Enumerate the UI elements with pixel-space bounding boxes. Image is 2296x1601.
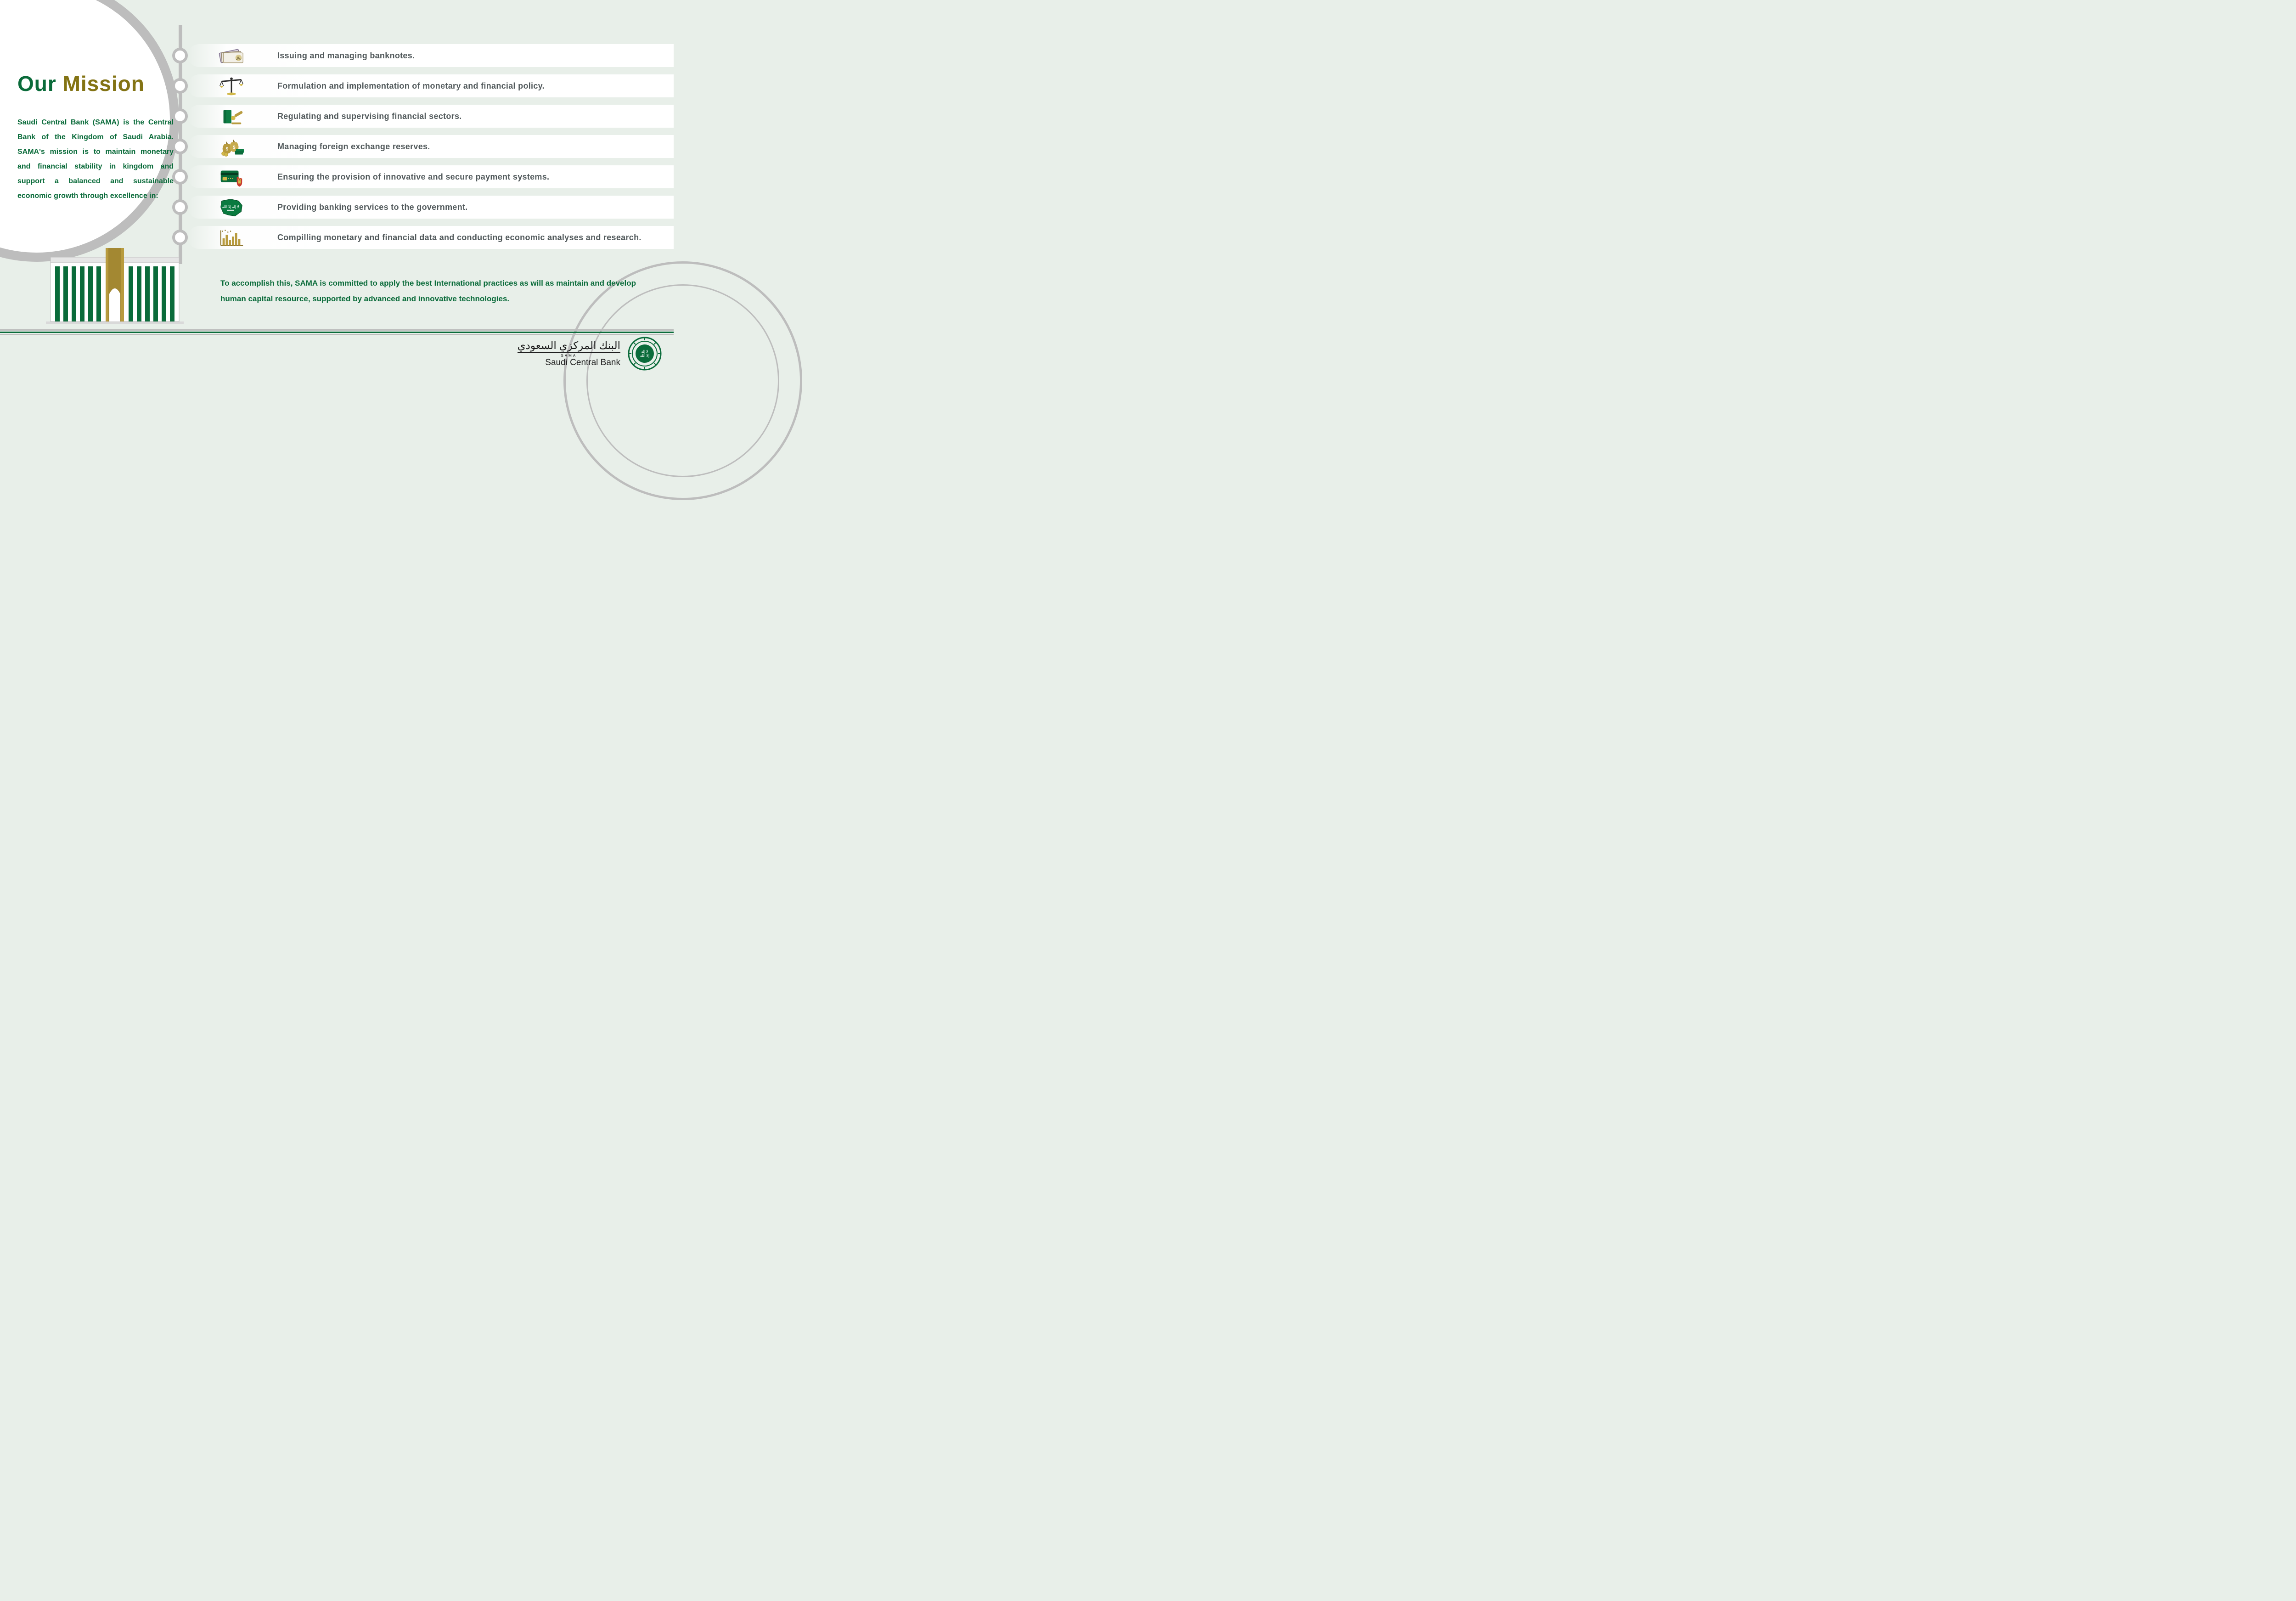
logo-english: Saudi Central Bank	[518, 358, 620, 368]
node-circle	[172, 78, 188, 94]
mission-bar: Formulation and implementation of moneta…	[188, 74, 674, 97]
logo-block: البنك المركزي السعودي SAMA Saudi Central…	[518, 337, 662, 371]
saudi-map-icon: لا إله إلا الله	[208, 196, 254, 219]
moneybags-icon: $ $	[208, 135, 254, 158]
mission-row: Compilling monetary and financial data a…	[172, 223, 674, 252]
decor-arc-inner	[586, 284, 779, 477]
banknotes-icon: ريال	[208, 44, 254, 67]
mission-bar: $ $ Managing foreign exchange reserves.	[188, 135, 674, 158]
svg-text:لا إله: لا إله	[641, 350, 648, 354]
svg-text:$: $	[226, 147, 229, 152]
logo-arabic: البنك المركزي السعودي	[518, 340, 620, 352]
mission-bar: Compilling monetary and financial data a…	[188, 226, 674, 249]
svg-text:إلا الله: إلا الله	[640, 354, 649, 358]
logo-text: البنك المركزي السعودي SAMA Saudi Central…	[518, 340, 620, 368]
mission-bar: Ensuring the provision of innovative and…	[188, 165, 674, 188]
mission-row: لا إله إلا الله Providing banking servic…	[172, 193, 674, 221]
mission-text: Formulation and implementation of moneta…	[277, 81, 545, 91]
logo-sama: SAMA	[518, 354, 620, 358]
intro-paragraph: Saudi Central Bank (SAMA) is the Central…	[17, 115, 174, 203]
scale-icon	[208, 74, 254, 97]
building-illustration	[46, 243, 184, 326]
closing-paragraph: To accomplish this, SAMA is committed to…	[220, 276, 643, 307]
mission-row: Ensuring the provision of innovative and…	[172, 163, 674, 191]
node-circle	[172, 48, 188, 63]
mission-text: Regulating and supervising financial sec…	[277, 112, 462, 121]
mission-text: Issuing and managing banknotes.	[277, 51, 415, 61]
mission-bar: لا إله إلا الله Providing banking servic…	[188, 196, 674, 219]
card-lock-icon	[208, 165, 254, 188]
bar-chart-icon	[208, 226, 254, 249]
svg-text:$: $	[233, 145, 236, 150]
mission-bar: Regulating and supervising financial sec…	[188, 105, 674, 128]
node-circle	[172, 169, 188, 185]
mission-row: $ $ Managing foreign exchange reserves.	[172, 132, 674, 161]
seal-icon: لا إله إلا الله	[628, 337, 662, 371]
title-word-mission: Mission	[63, 72, 145, 96]
mission-text: Compilling monetary and financial data a…	[277, 233, 642, 242]
node-circle	[172, 108, 188, 124]
gavel-icon	[208, 105, 254, 128]
svg-text:ريال: ريال	[236, 56, 241, 60]
footer-stripes	[0, 329, 674, 334]
node-circle	[172, 230, 188, 245]
mission-row: ريال Issuing and managing banknotes.	[172, 41, 674, 70]
title-word-our: Our	[17, 72, 56, 96]
mission-bar: ريال Issuing and managing banknotes.	[188, 44, 674, 67]
mission-text: Managing foreign exchange reserves.	[277, 142, 430, 152]
mission-list: ريال Issuing and managing banknotes.	[172, 41, 674, 254]
node-circle	[172, 139, 188, 154]
page-title: Our Mission	[17, 71, 174, 96]
svg-text:لا إله إلا الله: لا إله إلا الله	[222, 205, 239, 209]
logo-divider	[518, 352, 620, 353]
mission-text: Providing banking services to the govern…	[277, 203, 468, 212]
node-circle	[172, 199, 188, 215]
mission-row: Formulation and implementation of moneta…	[172, 72, 674, 100]
left-column: Our Mission Saudi Central Bank (SAMA) is…	[17, 71, 174, 203]
mission-text: Ensuring the provision of innovative and…	[277, 172, 549, 182]
mission-row: Regulating and supervising financial sec…	[172, 102, 674, 130]
